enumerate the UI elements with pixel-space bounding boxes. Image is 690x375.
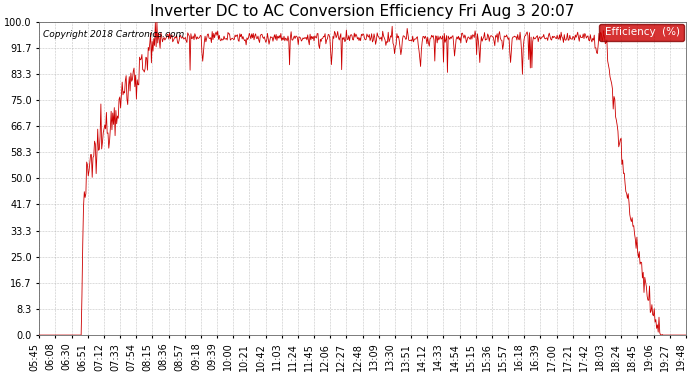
Title: Inverter DC to AC Conversion Efficiency Fri Aug 3 20:07: Inverter DC to AC Conversion Efficiency … (150, 4, 575, 19)
Legend: Efficiency  (%): Efficiency (%) (600, 24, 684, 41)
Text: Copyright 2018 Cartronics.com: Copyright 2018 Cartronics.com (43, 30, 184, 39)
